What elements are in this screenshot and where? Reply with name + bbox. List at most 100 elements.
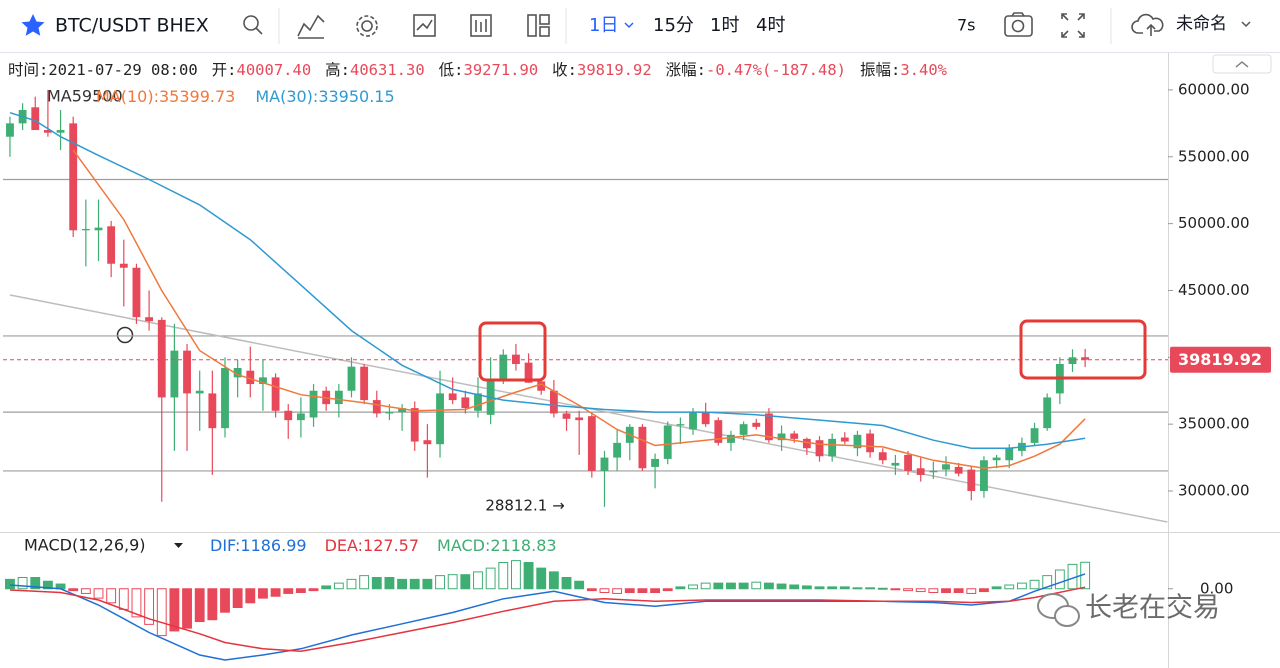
favorite-icon[interactable] — [21, 14, 45, 36]
macd-bar — [574, 580, 585, 590]
macd-bar — [435, 575, 445, 590]
macd-bar — [485, 567, 496, 590]
interval-active[interactable]: 1日 — [589, 15, 618, 36]
macd-bar — [295, 588, 306, 593]
interval[interactable]: 15分 — [653, 15, 694, 36]
ma-line — [9, 111, 1086, 449]
candle-body — [689, 412, 697, 430]
macd-bar — [106, 588, 117, 604]
macd-bar — [144, 588, 155, 625]
candle-body — [942, 464, 950, 470]
compare-icon[interactable] — [413, 14, 436, 37]
macd-bar — [30, 577, 41, 590]
macd-bar — [852, 587, 863, 590]
candle-body — [208, 393, 217, 429]
candle-body — [398, 408, 407, 413]
y-tick-label: 0.00 — [1200, 579, 1233, 597]
indicator-icon[interactable] — [297, 14, 325, 39]
macd-bar — [17, 577, 28, 590]
macd-bar — [1029, 579, 1040, 590]
candle-body — [840, 437, 849, 442]
toolbar — [0, 0, 1280, 52]
symbol[interactable]: BTC/USDT BHEX — [55, 15, 209, 37]
candle-body — [815, 440, 824, 457]
collapse-button[interactable] — [1212, 54, 1272, 74]
macd-bar — [548, 571, 559, 590]
candle-body — [752, 422, 761, 427]
candle-body — [676, 424, 685, 426]
candle-body — [524, 362, 533, 383]
settings-icon[interactable] — [356, 15, 378, 37]
macd-bar — [979, 588, 989, 593]
macd-bar — [194, 588, 205, 623]
candle-body — [221, 368, 229, 429]
macd-bar — [384, 577, 395, 590]
cloud-icon[interactable] — [1131, 13, 1164, 36]
macd-bar — [131, 588, 142, 618]
legend-value: 33950.15 — [318, 87, 394, 106]
legend-name: MA(30): — [255, 87, 318, 106]
macd-bar — [308, 588, 319, 592]
interval-dropdown[interactable] — [624, 22, 634, 29]
info-value: 40631.30 — [350, 61, 425, 79]
macd-bar — [751, 581, 762, 590]
candle-body — [385, 412, 394, 414]
y-tick-label: 45000.00 — [1178, 281, 1250, 299]
candle-body — [739, 424, 748, 435]
candle-body — [119, 263, 128, 268]
candle-body — [372, 400, 381, 414]
candle-body — [157, 319, 166, 398]
candle-body — [1030, 428, 1039, 443]
candle-body — [828, 438, 837, 457]
y-tick-label: 50000.00 — [1178, 214, 1250, 232]
macd-title: MACD(12,26,9) — [24, 536, 146, 555]
macd-bar — [182, 588, 192, 629]
candle-body — [347, 366, 356, 391]
ohlc-info: 时间:2021-07-29 08:00 开:40007.40 高:40631.30 低… — [8, 61, 948, 79]
candle-body — [56, 130, 65, 133]
macd-bar — [536, 567, 547, 590]
ma-line — [72, 149, 1086, 470]
collapse-icon[interactable] — [1235, 61, 1249, 68]
interval[interactable]: 1时 — [710, 15, 739, 36]
candle-body — [651, 458, 659, 467]
macd-bar — [1054, 569, 1065, 590]
candle-body — [81, 228, 90, 231]
macd-bar — [801, 585, 812, 590]
candle-body — [360, 366, 369, 401]
fullscreen-icon[interactable] — [1061, 13, 1085, 38]
macd-line — [9, 586, 1086, 653]
legend-value: 2118.83 — [490, 536, 556, 555]
candle-body — [980, 460, 988, 492]
watermark: 长老在交易 — [1085, 593, 1220, 624]
layout-name[interactable]: 未命名 — [1176, 14, 1227, 34]
watermark-icon — [1037, 593, 1080, 627]
macd-bar — [586, 588, 597, 592]
low-annotation: 28812.1 → — [485, 497, 564, 515]
info-label: 收: — [552, 61, 577, 79]
macd-bar — [245, 588, 256, 604]
layout-icon[interactable] — [527, 14, 550, 37]
macd-bar — [941, 588, 951, 593]
macd-bar — [688, 584, 698, 590]
interval[interactable]: 4时 — [756, 15, 785, 36]
macd-bar — [321, 585, 332, 590]
highlight-box — [1019, 319, 1147, 380]
candle-body — [562, 413, 571, 419]
info-label: 高: — [325, 61, 350, 79]
layout-dropdown[interactable] — [1241, 21, 1251, 28]
info-label: 时间: — [8, 61, 48, 79]
legend-name: DEA: — [325, 536, 363, 555]
macd-line — [9, 573, 1086, 661]
replay-icon[interactable] — [470, 14, 492, 37]
search-icon[interactable] — [243, 15, 263, 35]
macd-dropdown[interactable] — [174, 543, 183, 548]
candle-body — [537, 381, 546, 391]
info-value: -0.47%(-187.48) — [706, 61, 846, 79]
macd-bar — [397, 578, 408, 590]
info-value: 2021-07-29 08:00 — [48, 61, 197, 79]
macd-bar — [220, 588, 230, 613]
legend-overlay: MA59500 — [47, 87, 123, 106]
snapshot-icon[interactable] — [1004, 12, 1033, 37]
